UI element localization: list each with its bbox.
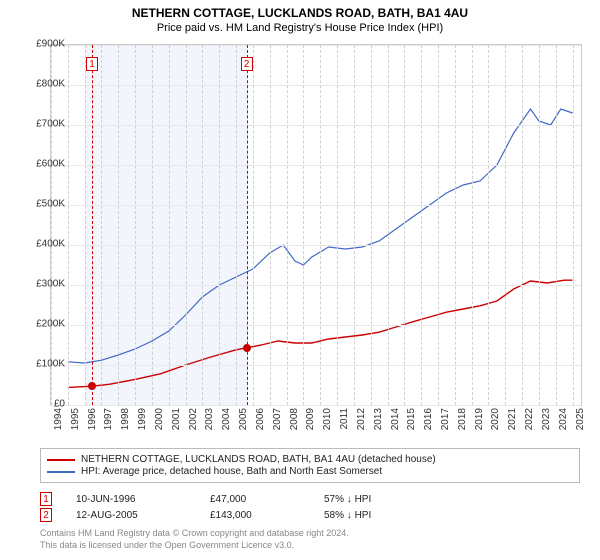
footer: Contains HM Land Registry data © Crown c… [40, 528, 349, 551]
x-axis-label: 1997 [103, 408, 114, 430]
event-marker-num: 2 [40, 508, 52, 522]
x-axis-label: 2012 [356, 408, 367, 430]
chart-lines [51, 45, 581, 405]
x-axis-label: 2015 [406, 408, 417, 430]
x-axis-label: 2014 [390, 408, 401, 430]
x-axis-label: 2000 [154, 408, 165, 430]
y-axis-label: £400K [21, 239, 65, 250]
x-axis-label: 2017 [440, 408, 451, 430]
event-pct: 57% ↓ HPI [324, 494, 404, 505]
legend-item: NETHERN COTTAGE, LUCKLANDS ROAD, BATH, B… [47, 454, 573, 465]
footer-line: Contains HM Land Registry data © Crown c… [40, 528, 349, 540]
x-axis-label: 2003 [204, 408, 215, 430]
x-axis-label: 1996 [87, 408, 98, 430]
event-price: £143,000 [210, 510, 300, 521]
x-axis-label: 2013 [373, 408, 384, 430]
y-axis-label: £900K [21, 39, 65, 50]
x-axis-label: 2005 [238, 408, 249, 430]
x-axis-label: 2010 [322, 408, 333, 430]
x-axis-label: 2018 [457, 408, 468, 430]
x-axis-label: 2009 [305, 408, 316, 430]
y-axis-label: £700K [21, 119, 65, 130]
chart-subtitle: Price paid vs. HM Land Registry's House … [0, 22, 600, 34]
event-pct: 58% ↓ HPI [324, 510, 404, 521]
legend-label: HPI: Average price, detached house, Bath… [81, 466, 382, 477]
x-axis-label: 2019 [474, 408, 485, 430]
y-axis-label: £500K [21, 199, 65, 210]
x-axis-label: 2004 [221, 408, 232, 430]
event-row: 1 10-JUN-1996 £47,000 57% ↓ HPI [40, 492, 580, 506]
y-axis-label: £100K [21, 359, 65, 370]
event-marker-num: 1 [40, 492, 52, 506]
event-price: £47,000 [210, 494, 300, 505]
x-axis-label: 2011 [339, 408, 350, 430]
chart-container: NETHERN COTTAGE, LUCKLANDS ROAD, BATH, B… [0, 0, 600, 560]
event-row: 2 12-AUG-2005 £143,000 58% ↓ HPI [40, 508, 580, 522]
marker-number: 2 [241, 57, 253, 71]
x-axis-label: 2022 [524, 408, 535, 430]
x-axis-label: 2002 [188, 408, 199, 430]
x-axis-label: 2024 [558, 408, 569, 430]
legend-item: HPI: Average price, detached house, Bath… [47, 466, 573, 477]
x-axis-label: 1995 [70, 408, 81, 430]
x-axis-label: 1999 [137, 408, 148, 430]
legend: NETHERN COTTAGE, LUCKLANDS ROAD, BATH, B… [40, 448, 580, 483]
chart-title: NETHERN COTTAGE, LUCKLANDS ROAD, BATH, B… [0, 0, 600, 20]
y-axis-label: £600K [21, 159, 65, 170]
chart-plot-area: 12 [50, 44, 582, 406]
x-axis-label: 2023 [541, 408, 552, 430]
event-date: 12-AUG-2005 [76, 510, 186, 521]
y-axis-label: £800K [21, 79, 65, 90]
x-axis-label: 1994 [53, 408, 64, 430]
x-axis-label: 2025 [575, 408, 586, 430]
legend-swatch [47, 471, 75, 473]
x-axis-label: 2001 [171, 408, 182, 430]
x-axis-label: 2007 [272, 408, 283, 430]
x-axis-label: 2020 [490, 408, 501, 430]
footer-line: This data is licensed under the Open Gov… [40, 540, 349, 552]
legend-label: NETHERN COTTAGE, LUCKLANDS ROAD, BATH, B… [81, 454, 436, 465]
y-axis-label: £200K [21, 319, 65, 330]
x-axis-label: 2016 [423, 408, 434, 430]
y-axis-label: £300K [21, 279, 65, 290]
x-axis-label: 2021 [507, 408, 518, 430]
event-date: 10-JUN-1996 [76, 494, 186, 505]
legend-swatch [47, 459, 75, 461]
x-axis-label: 2008 [289, 408, 300, 430]
marker-number: 1 [86, 57, 98, 71]
x-axis-label: 2006 [255, 408, 266, 430]
events-table: 1 10-JUN-1996 £47,000 57% ↓ HPI 2 12-AUG… [40, 490, 580, 524]
x-axis-label: 1998 [120, 408, 131, 430]
